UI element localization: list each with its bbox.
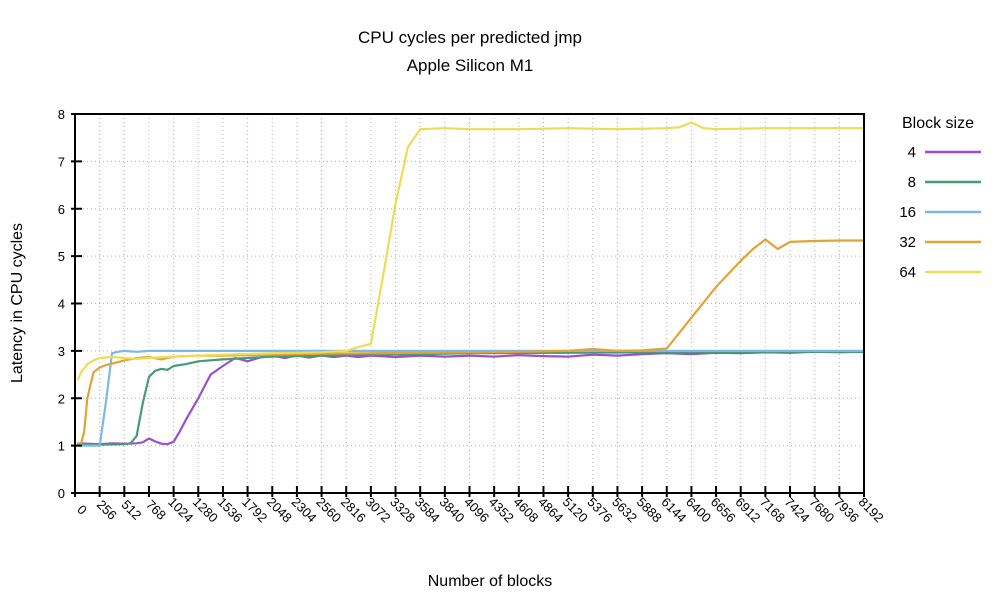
y-tick-label: 8 — [58, 107, 65, 122]
x-tick-label: 5376 — [584, 494, 615, 525]
legend-entry: 16 — [899, 204, 981, 221]
x-tick-label: 5888 — [634, 494, 665, 525]
x-tick-label: 4608 — [510, 494, 541, 525]
legend-entry: 8 — [908, 174, 981, 191]
y-tick-label: 2 — [58, 391, 65, 406]
legend-entry: 4 — [908, 144, 981, 161]
tick-layer: 0 256512768102412801536179220482304256028… — [58, 107, 887, 525]
x-tick-label: 512 — [119, 497, 145, 523]
legend: Block size 4 8 16 32 64 — [899, 115, 981, 281]
y-tick-label: 0 — [58, 486, 65, 501]
y-tick-label: 1 — [58, 439, 65, 454]
legend-entry-label: 32 — [899, 234, 916, 251]
chart-title: CPU cycles per predicted jmp — [358, 28, 582, 47]
plot-border — [74, 113, 865, 494]
x-tick-label: 1024 — [165, 494, 196, 525]
x-tick-label: 2560 — [313, 494, 344, 525]
legend-entry-label: 8 — [908, 174, 916, 191]
x-tick-label: 4352 — [486, 494, 517, 525]
x-tick-label: 1536 — [215, 494, 246, 525]
x-tick-label: 2816 — [338, 494, 369, 525]
legend-entry-label: 16 — [899, 204, 916, 221]
x-tick-label: 2304 — [289, 494, 320, 525]
series-layer — [76, 121, 866, 447]
x-tick-label: 6656 — [708, 494, 739, 525]
legend-title: Block size — [902, 115, 974, 132]
y-tick-label: 6 — [58, 202, 65, 217]
x-tick-label: 6400 — [683, 494, 714, 525]
x-tick-label: 1792 — [239, 494, 270, 525]
series-line-16 — [76, 349, 866, 447]
x-tick-label: 6144 — [658, 494, 689, 525]
x-axis-label: Number of blocks — [428, 573, 553, 590]
legend-entry: 32 — [899, 234, 981, 251]
x-tick-label: 4096 — [461, 494, 492, 525]
y-tick-label: 5 — [58, 249, 65, 264]
legend-entries: 4 8 16 32 64 — [899, 144, 981, 281]
x-tick-label: 768 — [143, 497, 169, 523]
x-tick-label: 7168 — [757, 494, 788, 525]
x-tick-label: 6912 — [732, 494, 763, 525]
x-tick-label: 1280 — [190, 494, 221, 525]
series-line-32 — [76, 238, 866, 445]
grid-layer — [75, 114, 864, 493]
x-tick-label: 256 — [94, 497, 120, 523]
x-tick-label: 3584 — [412, 494, 443, 525]
x-tick-label: 3328 — [387, 494, 418, 525]
y-tick-label: 4 — [58, 297, 65, 312]
series-line-64 — [76, 121, 866, 381]
x-tick-label: 7936 — [831, 494, 862, 525]
y-tick-label: 7 — [58, 154, 65, 169]
x-tick-label: 3072 — [363, 494, 394, 525]
x-tick-label: 8192 — [856, 494, 887, 525]
x-tick-label: 7680 — [806, 494, 837, 525]
chart-subtitle: Apple Silicon M1 — [407, 56, 534, 75]
y-axis-label: Latency in CPU cycles — [9, 223, 26, 383]
x-tick-label: 0 — [74, 502, 90, 518]
x-tick-label: 4864 — [535, 494, 566, 525]
legend-entry: 64 — [899, 264, 981, 281]
x-tick-label: 5120 — [560, 494, 591, 525]
y-tick-label: 3 — [58, 344, 65, 359]
x-tick-label: 7424 — [782, 494, 813, 525]
legend-entry-label: 64 — [899, 264, 916, 281]
x-tick-label: 5632 — [609, 494, 640, 525]
legend-entry-label: 4 — [908, 144, 916, 161]
x-tick-label: 3840 — [436, 494, 467, 525]
x-tick-label: 2048 — [264, 494, 295, 525]
